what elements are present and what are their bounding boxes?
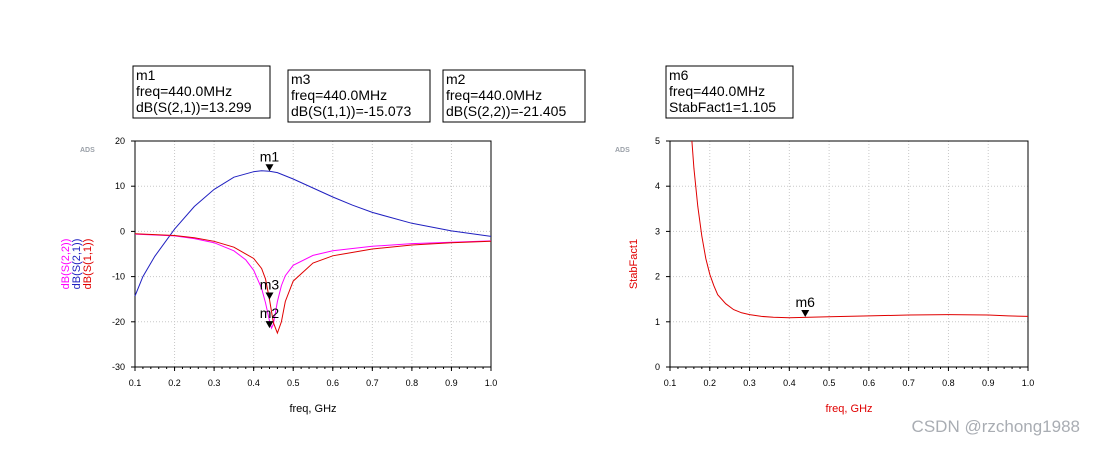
watermark-text: CSDN @rzchong1988 [911, 417, 1080, 436]
marker-box-line: m3 [291, 71, 311, 87]
marker-box-line: dB(S(1,1))=-15.073 [291, 103, 411, 119]
marker-label-m2: m2 [260, 305, 280, 321]
y-tick-label: 5 [655, 136, 660, 146]
y-tick-label: 4 [655, 181, 660, 191]
x-tick-label: 0.3 [208, 378, 221, 388]
y-axis-label: dB(S(1,1)) [82, 239, 94, 290]
marker-box-m1 [132, 65, 271, 119]
x-tick-label: 0.4 [247, 378, 260, 388]
y-tick-label: -30 [112, 362, 125, 372]
x-tick-label: 0.2 [168, 378, 181, 388]
ads-logo: ADS [615, 147, 630, 154]
x-tick-label: 0.8 [942, 378, 955, 388]
plot-frame [134, 140, 492, 368]
marker-triangle-m3 [265, 292, 274, 300]
marker-box-line: dB(S(2,2))=-21.405 [446, 103, 566, 119]
marker-label-m1: m1 [260, 148, 280, 164]
y-axis-label: dB(S(2,1)) [71, 239, 83, 290]
marker-box-m6 [665, 65, 794, 119]
marker-triangle-m6 [801, 310, 810, 318]
x-tick-label: 0.8 [406, 378, 419, 388]
y-tick-label: 0 [655, 362, 660, 372]
series-line-stabfact1 [691, 140, 1029, 319]
marker-box-line: freq=440.0MHz [446, 87, 542, 103]
x-tick-label: 0.6 [863, 378, 876, 388]
marker-box-line: freq=440.0MHz [669, 83, 765, 99]
y-tick-label: 20 [115, 136, 125, 146]
marker-triangle-m1 [265, 164, 274, 172]
x-tick-label: 0.9 [445, 378, 458, 388]
x-tick-label: 0.3 [743, 378, 756, 388]
series-line-dbs21 [134, 170, 492, 297]
y-axis-label: StabFact1 [628, 239, 640, 289]
x-tick-label: 0.2 [704, 378, 717, 388]
marker-triangle-m2 [265, 321, 274, 329]
x-tick-label: 0.9 [982, 378, 995, 388]
x-tick-label: 0.7 [366, 378, 379, 388]
x-tick-label: 0.5 [287, 378, 300, 388]
x-tick-label: 0.1 [129, 378, 142, 388]
marker-box-line: freq=440.0MHz [136, 83, 232, 99]
x-axis-label: freq, GHz [289, 403, 336, 415]
series-line-dbs22 [134, 233, 492, 330]
x-axis-label: freq, GHz [825, 403, 872, 415]
y-tick-label: 0 [120, 226, 125, 236]
marker-label-m6: m6 [796, 294, 816, 310]
y-axis-label: dB(S(2,2)) [60, 239, 72, 290]
plot-frame [669, 140, 1029, 368]
y-tick-label: -20 [112, 317, 125, 327]
marker-box-m3 [287, 69, 431, 123]
marker-box-line: StabFact1=1.105 [669, 99, 776, 115]
marker-box-line: m2 [446, 71, 466, 87]
marker-box-m2 [442, 69, 586, 123]
marker-box-line: m1 [136, 67, 156, 83]
ads-logo: ADS [80, 147, 95, 154]
series-line-dbs11 [134, 233, 492, 335]
x-tick-label: 0.4 [783, 378, 796, 388]
marker-label-m3: m3 [260, 277, 280, 293]
y-tick-label: 2 [655, 272, 660, 282]
y-tick-label: -10 [112, 272, 125, 282]
x-tick-label: 0.6 [327, 378, 340, 388]
marker-box-line: dB(S(2,1))=13.299 [136, 99, 252, 115]
x-tick-label: 1.0 [1022, 378, 1035, 388]
marker-box-line: freq=440.0MHz [291, 87, 387, 103]
y-tick-label: 1 [655, 317, 660, 327]
x-tick-label: 0.7 [902, 378, 915, 388]
y-tick-label: 3 [655, 226, 660, 236]
marker-box-line: m6 [669, 67, 689, 83]
x-tick-label: 0.1 [664, 378, 677, 388]
y-tick-label: 10 [115, 181, 125, 191]
x-tick-label: 1.0 [485, 378, 498, 388]
x-tick-label: 0.5 [823, 378, 836, 388]
